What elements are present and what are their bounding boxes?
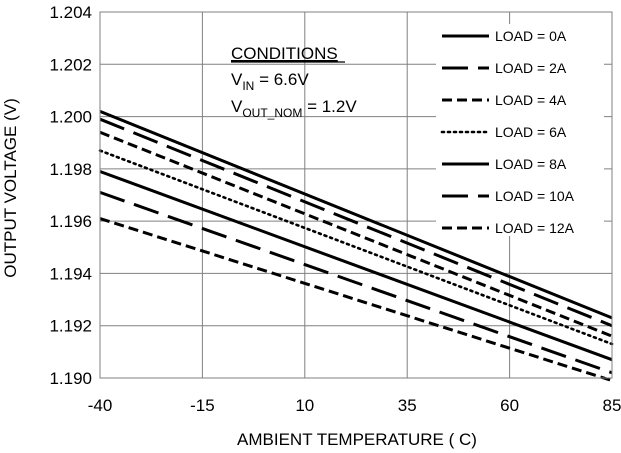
y-tick-label: 1.192 [49, 317, 92, 336]
y-tick-label: 1.204 [49, 3, 92, 22]
y-tick-label: 1.190 [49, 369, 92, 388]
vout-value: = 1.2V [302, 97, 357, 116]
y-tick-label: 1.194 [49, 264, 92, 283]
conditions-annotation: CONDITIONS VIN = 6.6V VOUT_NOM = 1.2V [231, 44, 357, 120]
series-line-5 [99, 190, 613, 375]
x-axis-title: AMBIENT TEMPERATURE ( C) [237, 430, 477, 449]
tick-labels: -40 -15 10 35 60 85 1.190 1.192 1.194 1.196 1.198 1… [49, 3, 621, 415]
legend-label-6: LOAD = 12A [495, 220, 575, 236]
conditions-heading: CONDITIONS [231, 44, 338, 63]
y-tick-label: 1.200 [49, 108, 92, 127]
x-tick-label: 35 [398, 396, 417, 415]
x-tick-label: -40 [88, 396, 113, 415]
legend-label-4: LOAD = 8A [495, 156, 567, 172]
vin-subscript: IN [242, 79, 254, 93]
series-line-1 [99, 117, 613, 328]
legend-label-1: LOAD = 2A [495, 60, 567, 76]
x-tick-label: 85 [603, 396, 621, 415]
legend: LOAD = 0A LOAD = 2A LOAD = 4A LOAD = 6A LOAD… [440, 28, 575, 236]
y-tick-label: 1.202 [49, 55, 92, 74]
series-line-2 [99, 130, 613, 338]
vin-value: = 6.6V [254, 70, 309, 89]
y-tick-label: 1.196 [49, 212, 92, 231]
legend-label-0: LOAD = 0A [495, 28, 567, 44]
legend-label-2: LOAD = 4A [495, 92, 567, 108]
legend-background [436, 24, 604, 236]
vin-label: V [231, 70, 243, 89]
series-line-6 [99, 217, 613, 383]
series-line-0 [99, 109, 613, 320]
legend-label-3: LOAD = 6A [495, 124, 567, 140]
legend-label-5: LOAD = 10A [495, 188, 575, 204]
vin-line: VIN = 6.6V [231, 70, 309, 93]
series-line-4 [99, 170, 613, 362]
vout-subscript: OUT_NOM [242, 106, 302, 120]
vout-label: V [231, 97, 243, 116]
y-tick-label: 1.198 [49, 160, 92, 179]
series-layer [98, 109, 614, 383]
plot-frame [99, 11, 613, 379]
x-tick-label: 60 [500, 396, 519, 415]
vout-line: VOUT_NOM = 1.2V [231, 97, 357, 120]
series-line-3 [98, 149, 614, 346]
x-tick-label: -15 [190, 396, 215, 415]
x-tick-label: 10 [295, 396, 314, 415]
y-axis-title: OUTPUT VOLTAGE (V) [1, 98, 20, 277]
